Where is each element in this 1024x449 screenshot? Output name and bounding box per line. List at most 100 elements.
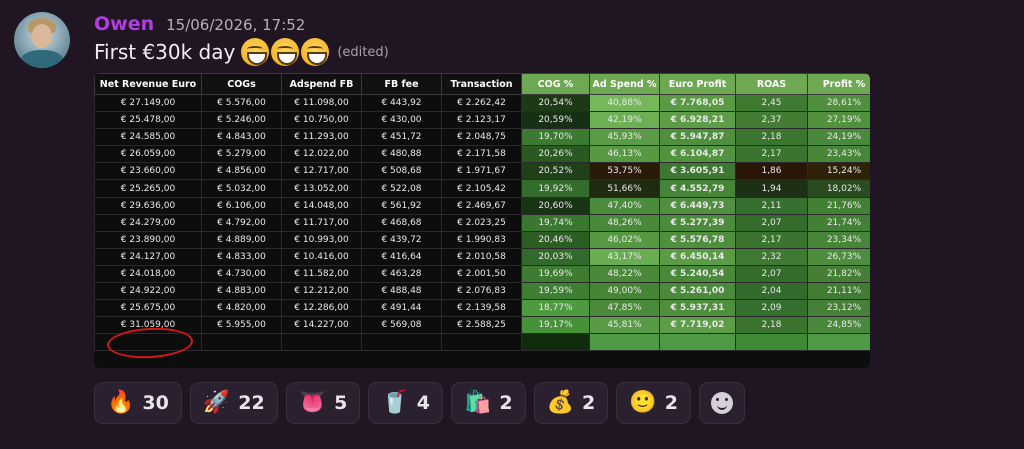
grinning-face-icon bbox=[301, 38, 330, 66]
table-cell: € 463,28 bbox=[361, 264, 442, 284]
table-cell: € 29.636,00 bbox=[94, 196, 202, 215]
table-cell: € 2.010,58 bbox=[441, 247, 522, 266]
table-cell: 20,03% bbox=[521, 247, 590, 266]
timestamp: 15/06/2026, 17:52 bbox=[166, 16, 306, 34]
table-cell: € 11.582,00 bbox=[281, 264, 362, 284]
column-header: Euro Profit bbox=[659, 73, 736, 95]
table-cell: 1,94 bbox=[735, 179, 808, 198]
table-cell: € 2.139,58 bbox=[441, 299, 522, 318]
grinning-face-icon bbox=[271, 38, 300, 66]
table-cell: 48,26% bbox=[589, 213, 660, 232]
table-cell-empty bbox=[659, 333, 736, 352]
avatar-body bbox=[20, 50, 64, 68]
table-cell: € 451,72 bbox=[361, 128, 442, 147]
table-cell: € 7.768,05 bbox=[659, 93, 736, 113]
table-cell: € 24.018,00 bbox=[94, 264, 202, 284]
energy-drink-icon: 🥤 bbox=[381, 390, 409, 415]
username[interactable]: Owen bbox=[94, 13, 155, 35]
reaction-count: 4 bbox=[416, 392, 430, 414]
table-cell: € 6.450,14 bbox=[659, 247, 736, 266]
tongue-emoji-icon: 👅 bbox=[298, 390, 327, 415]
table-cell: 43,17% bbox=[589, 247, 660, 266]
column-header: ROAS bbox=[735, 73, 808, 95]
reaction-button[interactable]: 🚀 22 bbox=[189, 382, 278, 424]
table-cell: € 5.032,00 bbox=[201, 179, 282, 198]
table-cell: € 4.552,79 bbox=[659, 179, 736, 198]
money-bag-icon: 💰 bbox=[546, 390, 575, 415]
table-cell: € 416,64 bbox=[361, 247, 442, 266]
reaction-button[interactable]: 🙂 2 bbox=[616, 382, 691, 424]
reaction-button[interactable]: 🛍️ 2 bbox=[451, 382, 526, 424]
column-header: Ad Spend % bbox=[589, 73, 660, 95]
fire-icon: 🔥 bbox=[107, 390, 135, 415]
table-cell: € 11.717,00 bbox=[281, 213, 362, 232]
table-cell: 48,22% bbox=[589, 264, 660, 284]
message-header: Owen 15/06/2026, 17:52 bbox=[94, 13, 305, 35]
user-avatar[interactable] bbox=[14, 12, 70, 68]
table-cell: € 5.937,31 bbox=[659, 299, 736, 318]
reaction-count: 2 bbox=[582, 392, 596, 414]
table-cell: € 2.123,17 bbox=[441, 111, 522, 130]
table-row-empty bbox=[94, 333, 870, 352]
table-cell: 40,88% bbox=[589, 93, 660, 113]
table-cell: € 24.922,00 bbox=[94, 282, 202, 301]
table-cell: € 12.717,00 bbox=[281, 162, 362, 181]
table-cell-empty bbox=[361, 333, 442, 352]
table-cell: 21,82% bbox=[807, 264, 870, 284]
table-cell: € 491,44 bbox=[361, 299, 442, 318]
table-row: € 23.890,00 € 4.889,00 € 10.993,00 € 439,72… bbox=[94, 230, 870, 249]
column-header: COGs bbox=[201, 73, 282, 95]
table-row: € 25.675,00 € 4.820,00 € 12.286,00 € 491,44… bbox=[94, 299, 870, 318]
table-cell: € 5.576,00 bbox=[201, 93, 282, 113]
table-cell-empty bbox=[281, 333, 362, 352]
table-cell: 20,54% bbox=[521, 93, 590, 113]
table-cell: € 4.792,00 bbox=[201, 213, 282, 232]
table-cell: € 27.149,00 bbox=[94, 93, 202, 113]
edited-label: (edited) bbox=[337, 44, 389, 60]
table-cell-empty bbox=[521, 333, 590, 352]
table-cell: 2,18 bbox=[735, 316, 808, 335]
table-cell: € 3.605,91 bbox=[659, 162, 736, 181]
table-cell: € 4.843,00 bbox=[201, 128, 282, 147]
table-cell: € 1.971,67 bbox=[441, 162, 522, 181]
table-cell: 19,70% bbox=[521, 128, 590, 147]
column-header: COG % bbox=[521, 73, 590, 95]
profit-table: Net Revenue Euro COGs Adspend FB FB fee Tran… bbox=[94, 73, 870, 352]
add-reaction-button[interactable] bbox=[698, 382, 745, 424]
table-cell: € 5.246,00 bbox=[201, 111, 282, 130]
add-reaction-smile-icon bbox=[710, 392, 733, 414]
table-row: € 24.922,00 € 4.883,00 € 12.212,00 € 488,48… bbox=[94, 282, 870, 301]
table-cell: 19,17% bbox=[521, 316, 590, 335]
table-cell: € 4.833,00 bbox=[201, 247, 282, 266]
reaction-button[interactable]: 🔥 30 bbox=[94, 382, 182, 424]
message-text: First €30k day bbox=[94, 40, 236, 64]
spreadsheet-image[interactable]: Net Revenue Euro COGs Adspend FB FB fee Tran… bbox=[94, 73, 870, 368]
table-cell: € 508,68 bbox=[361, 162, 442, 181]
table-cell: € 4.820,00 bbox=[201, 299, 282, 318]
table-cell: € 4.889,00 bbox=[201, 230, 282, 249]
grinning-face-icon bbox=[241, 38, 270, 66]
reaction-button[interactable]: 🥤 4 bbox=[368, 382, 443, 424]
table-cell-empty bbox=[735, 333, 808, 352]
table-cell: € 1.990,83 bbox=[441, 230, 522, 249]
table-cell: 18,02% bbox=[807, 179, 870, 198]
table-cell: € 2.023,25 bbox=[441, 213, 522, 232]
table-cell: 2,04 bbox=[735, 282, 808, 301]
table-cell: 47,40% bbox=[589, 196, 660, 215]
table-cell: € 13.052,00 bbox=[281, 179, 362, 198]
table-cell: 19,69% bbox=[521, 264, 590, 284]
table-cell: 20,59% bbox=[521, 111, 590, 130]
table-cell: € 439,72 bbox=[361, 230, 442, 249]
table-cell: € 24.585,00 bbox=[94, 128, 202, 147]
table-cell: € 5.947,87 bbox=[659, 128, 736, 147]
reaction-button[interactable]: 👅 5 bbox=[285, 382, 361, 424]
table-cell: 23,34% bbox=[807, 230, 870, 249]
table-cell: 18,77% bbox=[521, 299, 590, 318]
table-header-row: Net Revenue Euro COGs Adspend FB FB fee Tran… bbox=[94, 73, 870, 95]
reaction-button[interactable]: 💰 2 bbox=[533, 382, 609, 424]
table-cell-empty bbox=[201, 333, 282, 352]
reaction-count: 2 bbox=[664, 392, 678, 414]
table-cell: 23,12% bbox=[807, 299, 870, 318]
shopify-bag-icon: 🛍️ bbox=[464, 390, 492, 415]
reaction-count: 22 bbox=[238, 392, 265, 414]
